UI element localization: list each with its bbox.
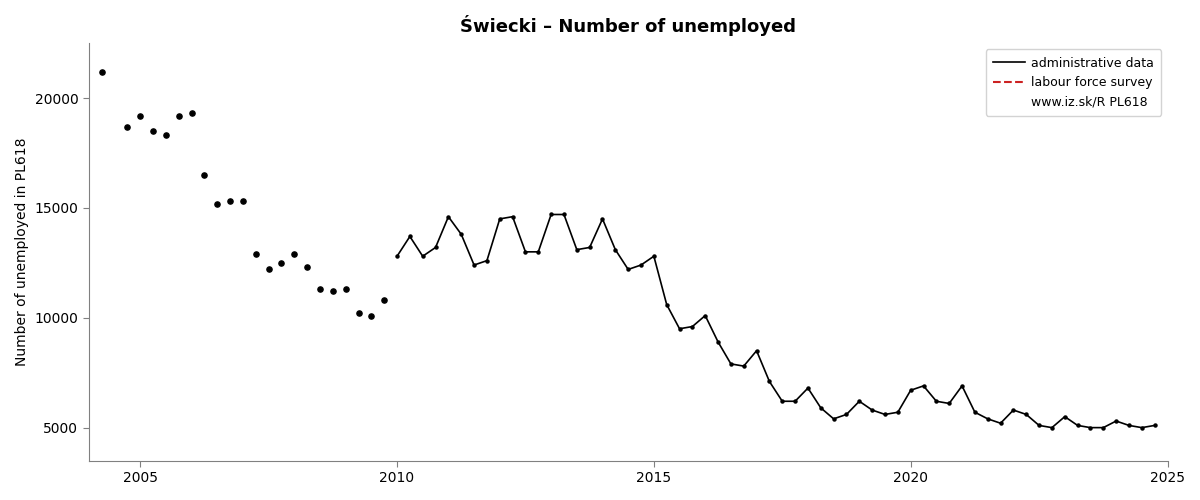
Title: Świecki – Number of unemployed: Świecki – Number of unemployed xyxy=(460,15,796,36)
Legend: administrative data, labour force survey, www.iz.sk/R PL618: administrative data, labour force survey… xyxy=(986,50,1162,116)
Point xyxy=(144,127,163,135)
Point xyxy=(169,112,188,120)
Point xyxy=(361,312,380,320)
Point xyxy=(194,171,214,179)
Point xyxy=(221,198,240,205)
Point xyxy=(92,68,112,76)
Point xyxy=(311,285,330,293)
Y-axis label: Number of unemployed in PL618: Number of unemployed in PL618 xyxy=(14,138,29,366)
Point xyxy=(156,132,175,140)
Point xyxy=(259,266,278,274)
Point xyxy=(208,200,227,207)
Point xyxy=(246,250,265,258)
Point xyxy=(118,122,137,130)
Point xyxy=(349,310,368,318)
Point xyxy=(233,198,252,205)
Point xyxy=(182,110,202,118)
Point xyxy=(323,288,342,296)
Point xyxy=(298,263,317,271)
Point xyxy=(284,250,304,258)
Point xyxy=(272,259,292,267)
Point xyxy=(336,285,355,293)
Point xyxy=(374,296,394,304)
Point xyxy=(131,112,150,120)
